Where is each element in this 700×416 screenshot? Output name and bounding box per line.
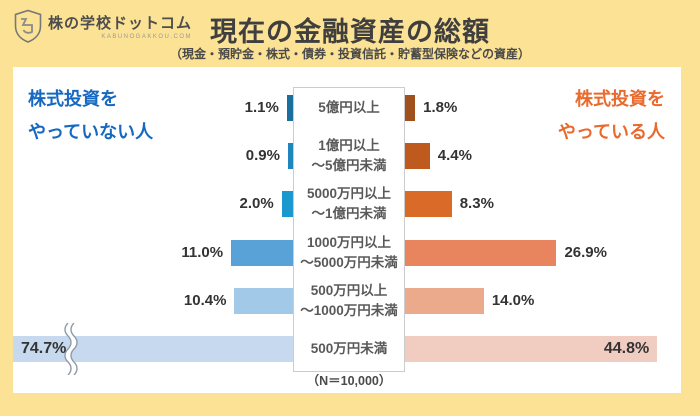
page-title: 現在の金融資産の総額 bbox=[210, 17, 490, 47]
logo: 株の学校ドットコム KABUNOGAKKOU.COM bbox=[13, 9, 192, 43]
category-label: 1000万円以上 ～5000万円未満 bbox=[300, 234, 398, 270]
left-group-label: 株式投資を やっていない人 bbox=[28, 89, 154, 143]
axis-break-icon bbox=[63, 320, 79, 380]
category-label: 500万円以上 ～1000万円未満 bbox=[300, 282, 398, 318]
value-label-right: 1.8% bbox=[423, 99, 458, 116]
category-label: 5000万円以上 ～1億円未満 bbox=[306, 186, 392, 222]
category-label: 5億円以上 bbox=[318, 100, 380, 115]
bar-right bbox=[405, 336, 658, 362]
bar-right bbox=[405, 191, 452, 218]
page-subtitle: （現金・預貯金・株式・債券・投資信託・貯蓄型保険などの資産） bbox=[169, 47, 530, 61]
sample-size-note: （N＝10,000） bbox=[306, 374, 392, 388]
value-label-right: 8.3% bbox=[459, 195, 494, 213]
bar-left bbox=[13, 336, 293, 362]
bar-left bbox=[231, 239, 293, 266]
logo-shield-icon bbox=[14, 9, 42, 43]
bar-right bbox=[405, 143, 430, 170]
category-label: 500万円未満 bbox=[310, 341, 388, 356]
value-label-right: 26.9% bbox=[564, 243, 607, 261]
bar-left bbox=[287, 143, 293, 170]
bar-right bbox=[405, 287, 484, 314]
value-label-left: 0.9% bbox=[245, 147, 280, 165]
value-label-right: 44.8% bbox=[603, 340, 650, 357]
bar-left bbox=[286, 95, 293, 121]
chart-panel: 株式投資を やっていない人 株式投資を やっている人 5億円以上 1億円以上 ～5億… bbox=[13, 67, 681, 393]
value-label-left: 11.0% bbox=[181, 243, 224, 261]
logo-text: 株の学校ドットコム bbox=[48, 15, 193, 32]
value-label-left: 1.1% bbox=[244, 99, 279, 116]
bar-right bbox=[405, 239, 557, 266]
bar-left bbox=[281, 191, 293, 218]
category-label: 1億円以上 ～5億円未満 bbox=[311, 138, 387, 174]
right-group-label: 株式投資を やっている人 bbox=[557, 89, 665, 143]
value-label-right: 14.0% bbox=[491, 291, 535, 309]
value-label-left: 2.0% bbox=[239, 195, 274, 213]
logo-domain: KABUNOGAKKOU.COM bbox=[101, 34, 193, 40]
bar-left bbox=[234, 287, 293, 314]
category-column: 5億円以上 1億円以上 ～5億円未満 5000万円以上 ～1億円未満 1000万円以上 ～5… bbox=[293, 87, 405, 372]
value-label-right: 4.4% bbox=[437, 147, 472, 165]
value-label-left: 10.4% bbox=[183, 291, 227, 309]
value-label-left: 74.7% bbox=[21, 340, 67, 357]
bar-right bbox=[405, 95, 416, 121]
